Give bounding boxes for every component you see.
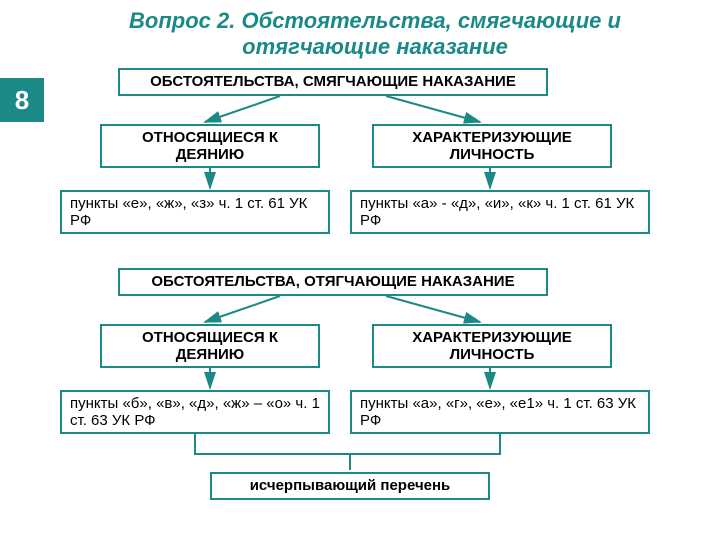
mitigating-right-body: пункты «а» - «д», «и», «к» ч. 1 ст. 61 У…: [350, 190, 650, 234]
mitigating-right-head: ХАРАКТЕРИЗУЮЩИЕ ЛИЧНОСТЬ: [372, 124, 612, 168]
mitigating-header: ОБСТОЯТЕЛЬСТВА, СМЯГЧАЮЩИЕ НАКАЗАНИЕ: [118, 68, 548, 96]
aggravating-left-body: пункты «б», «в», «д», «ж» – «о» ч. 1 ст.…: [60, 390, 330, 434]
footer-box: исчерпывающий перечень: [210, 472, 490, 500]
aggravating-right-head: ХАРАКТЕРИЗУЮЩИЕ ЛИЧНОСТЬ: [372, 324, 612, 368]
mitigating-left-head: ОТНОСЯЩИЕСЯ К ДЕЯНИЮ: [100, 124, 320, 168]
aggravating-right-body: пункты «а», «г», «е», «е1» ч. 1 ст. 63 У…: [350, 390, 650, 434]
aggravating-left-head: ОТНОСЯЩИЕСЯ К ДЕЯНИЮ: [100, 324, 320, 368]
mitigating-left-body: пункты «е», «ж», «з» ч. 1 ст. 61 УК РФ: [60, 190, 330, 234]
aggravating-header: ОБСТОЯТЕЛЬСТВА, ОТЯГЧАЮЩИЕ НАКАЗАНИЕ: [118, 268, 548, 296]
slide-number: 8: [0, 78, 44, 122]
slide-title: Вопрос 2. Обстоятельства, смягчающие и о…: [0, 0, 720, 65]
